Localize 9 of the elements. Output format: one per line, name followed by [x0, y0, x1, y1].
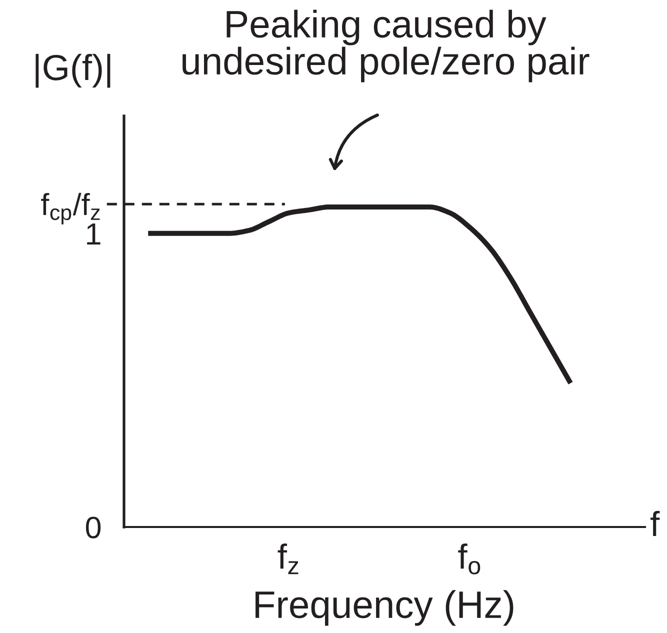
- text: Peaking caused by undesired pole/zero pair: [182, 10, 590, 82]
- y-tick-label: 0: [86, 516, 101, 538]
- x-tick-label: f$_{z}$: [278, 543, 298, 574]
- x-axis-title: Frequency (Hz): [256, 590, 514, 626]
- x-tick-label: f$_{o}$: [458, 543, 480, 574]
- text: f: [650, 510, 660, 536]
- y-axis-title: |G(f)|: [36, 54, 110, 88]
- y-tick-label: 1: [87, 223, 100, 244]
- y-tick-label: f$_{cp}$/f$_{z}$: [41, 192, 100, 224]
